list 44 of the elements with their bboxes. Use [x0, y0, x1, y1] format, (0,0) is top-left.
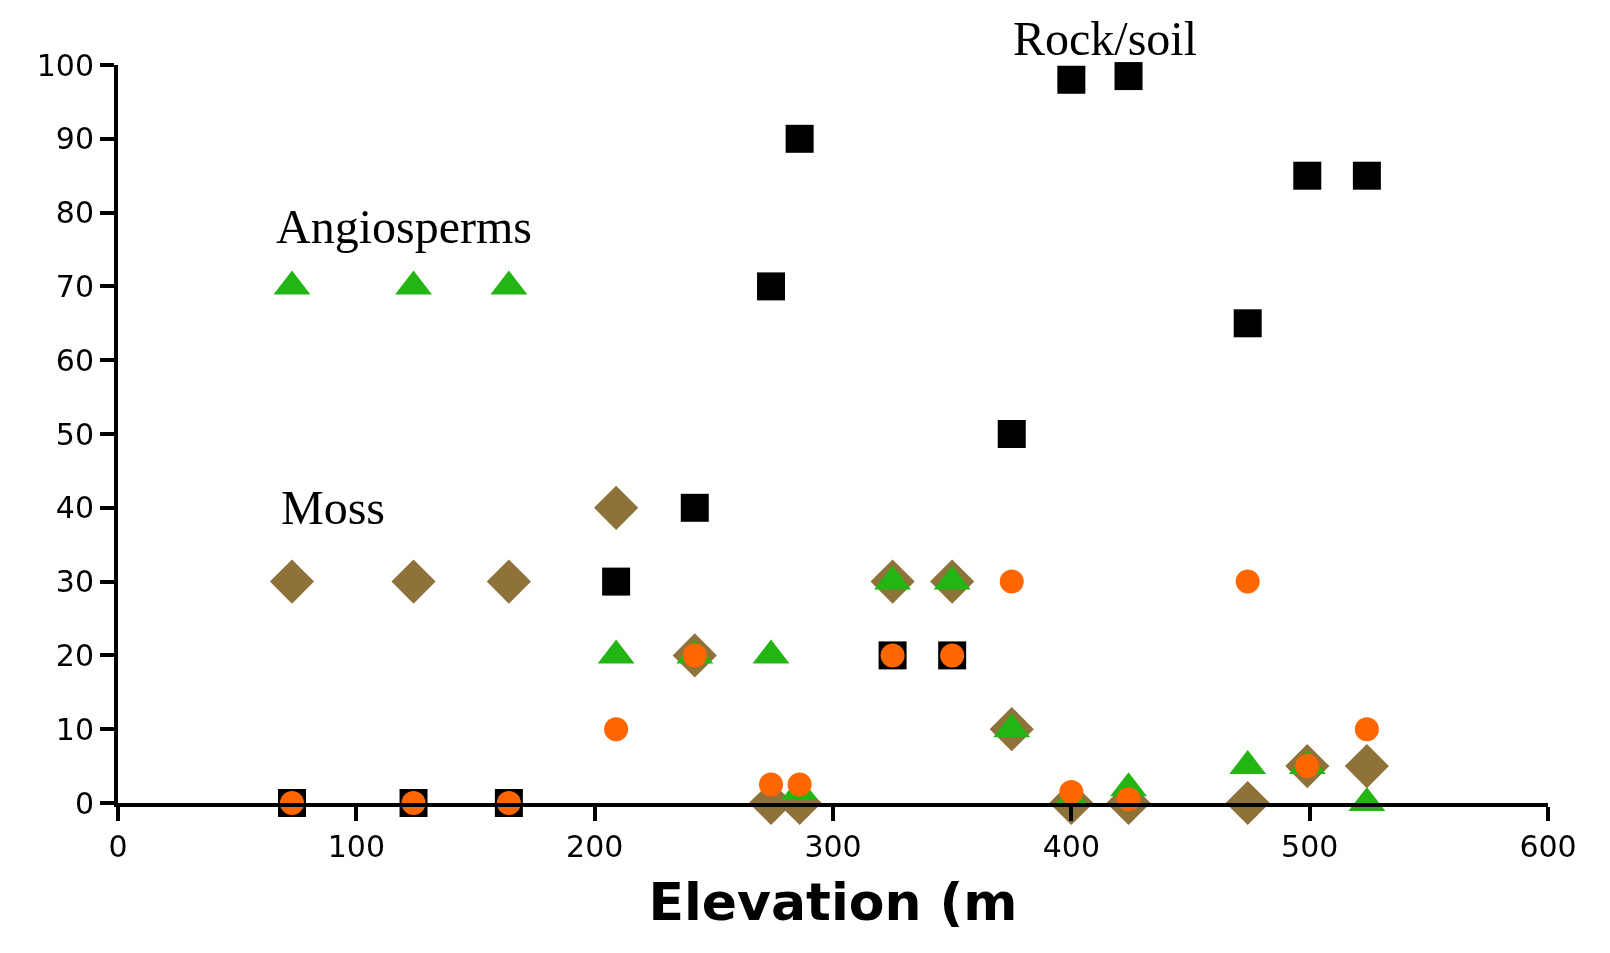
point: [1235, 569, 1260, 594]
x-tick-label: 500: [1281, 829, 1339, 864]
series-label: Moss: [281, 481, 386, 534]
series-label: Angiosperms: [276, 200, 532, 253]
point: [1114, 62, 1143, 91]
point: [999, 569, 1024, 594]
x-tick-label: 600: [1519, 829, 1577, 864]
y-tick-label: 100: [36, 47, 94, 83]
point: [1354, 717, 1379, 742]
x-tick-label: 400: [1042, 829, 1100, 864]
y-tick-label: 0: [74, 785, 94, 821]
point: [486, 559, 531, 604]
point: [1352, 161, 1381, 190]
x-axis-title: Elevation (m: [648, 872, 1018, 933]
y-tick-label: 60: [55, 342, 94, 378]
point: [680, 493, 709, 522]
y-tick-label: 40: [55, 490, 94, 526]
point: [594, 485, 639, 530]
point: [759, 772, 784, 797]
point: [1057, 65, 1086, 94]
point: [391, 559, 436, 604]
point: [787, 772, 812, 797]
x-tick-label: 0: [108, 829, 128, 864]
y-tick-label: 10: [55, 711, 94, 747]
point: [1233, 309, 1262, 338]
y-tick-label: 90: [55, 121, 94, 157]
y-tick-label: 20: [55, 637, 94, 673]
x-tick-label: 300: [804, 829, 862, 864]
point: [1344, 744, 1389, 789]
point: [602, 567, 631, 596]
x-tick-label: 100: [327, 829, 385, 864]
point: [785, 124, 814, 153]
point: [1293, 161, 1322, 190]
y-tick-label: 30: [55, 564, 94, 600]
point: [604, 717, 629, 742]
point: [997, 420, 1026, 448]
series-label: Rock/soil: [1013, 12, 1198, 65]
point: [757, 272, 786, 301]
y-tick-label: 50: [55, 416, 94, 452]
x-tick-label: 200: [566, 829, 624, 864]
point: [269, 559, 315, 604]
point: [1059, 779, 1084, 804]
y-tick-label: 80: [55, 195, 94, 231]
y-tick-label: 70: [55, 268, 94, 304]
